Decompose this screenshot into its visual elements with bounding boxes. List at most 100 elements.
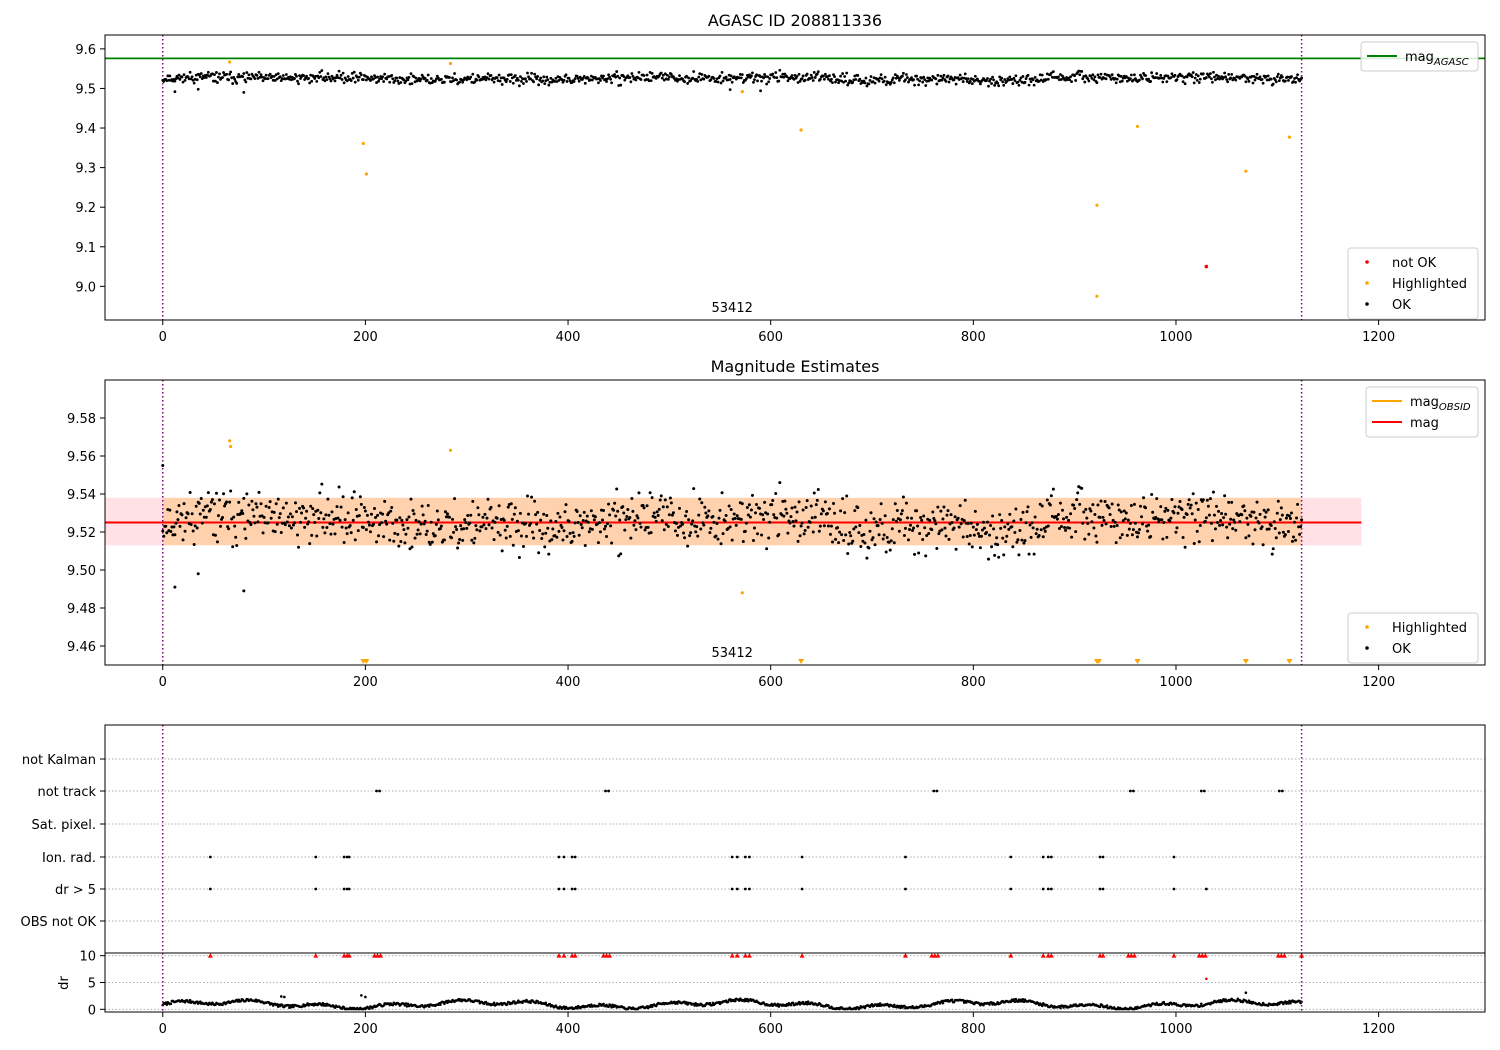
p1-ok-point <box>1266 74 1270 78</box>
p1-ok-point <box>1068 78 1071 82</box>
p2-ok-point <box>221 515 225 519</box>
p2-ok-point <box>229 489 233 493</box>
p1-ok-point <box>863 81 867 85</box>
p3-dr-point <box>827 1004 830 1007</box>
p2-ok-point <box>1110 502 1114 506</box>
p2-ok-point <box>527 512 531 516</box>
p1-ok-point <box>162 80 166 83</box>
p1-ok-point <box>892 81 896 85</box>
p1-ok-point <box>845 71 849 75</box>
p3-dr-clipped-marker <box>607 953 613 958</box>
p1-ok-point <box>536 75 540 78</box>
p1-ok-point <box>278 75 282 79</box>
p2-ok-point <box>670 513 674 517</box>
p1-ok-point <box>954 82 958 86</box>
p2-ok-point <box>671 511 675 515</box>
p2-ok-point <box>235 543 239 547</box>
p3-flag-point <box>1049 855 1053 859</box>
p2-ok-point <box>697 513 701 517</box>
p2-ok-point <box>535 522 539 526</box>
p2-ok-point <box>495 516 499 520</box>
p2-ok-point <box>161 464 165 467</box>
p2-ok-point <box>1122 509 1126 513</box>
p2-ok-point <box>865 556 869 560</box>
p3-dr-point <box>391 1003 395 1007</box>
p1-ok-point <box>372 77 375 81</box>
p3-dr-point <box>1098 1005 1102 1009</box>
p1-ok-point <box>1003 78 1007 81</box>
p2-ok-point <box>328 522 332 526</box>
p2-ok-point <box>413 536 417 540</box>
p1-ok-point <box>650 71 654 75</box>
p1-ok-point <box>567 76 571 80</box>
p2-ok-point <box>837 541 841 545</box>
p2-ok-point <box>513 506 517 510</box>
p2-ok-point <box>1270 552 1274 556</box>
p1-ok-point <box>721 79 725 83</box>
p1-ok-point <box>296 79 299 83</box>
p2-ok-point <box>625 515 629 519</box>
p1-ok-point <box>600 74 603 78</box>
p2-ok-point <box>502 518 506 522</box>
p3-dr-point <box>589 1005 592 1008</box>
p1-ok-point <box>964 77 968 81</box>
p1-ok-point <box>355 75 359 79</box>
p2-ok-point <box>561 538 565 542</box>
p3-flag-point <box>1009 855 1013 859</box>
p3-dr-point <box>607 1005 610 1008</box>
p1-ok-point <box>305 74 309 78</box>
p3-flag-point <box>1172 887 1176 891</box>
p2-ok-point <box>945 513 949 517</box>
p3-flag-point <box>1280 789 1284 793</box>
p3-dr-clipped-marker <box>1040 953 1046 958</box>
p2-ok-point <box>406 526 410 530</box>
p2-ok-point <box>958 504 962 508</box>
p2-ok-point <box>1051 487 1055 491</box>
p1-ok-point <box>985 79 988 83</box>
p2-ok-point <box>424 532 428 536</box>
p2-ok-point <box>266 521 270 525</box>
p2-ok-point <box>247 503 251 507</box>
p2-ok-point <box>478 529 482 533</box>
p1-ok-point <box>803 78 807 82</box>
p1-ok-point <box>345 79 349 83</box>
p1-ok-point <box>485 76 489 80</box>
p2-ok-point <box>178 524 182 528</box>
p2-ok-point <box>786 531 790 535</box>
p1-ok-point <box>816 70 820 74</box>
p2-ok-point <box>407 515 411 519</box>
p2-ok-point <box>649 531 653 535</box>
p2-ok-point <box>799 524 803 528</box>
p2-ok-point <box>763 500 767 504</box>
p3-dr-clipped-marker <box>378 953 384 958</box>
p1-ok-point <box>1194 73 1198 76</box>
p1-axes <box>104 34 1486 321</box>
p2-ok-point <box>1123 517 1127 521</box>
p1-ok-point <box>1252 74 1256 78</box>
p1-ok-point <box>227 78 231 82</box>
p2-ok-point <box>1059 524 1063 528</box>
p1-ok-point <box>1283 79 1287 83</box>
p2-ok-point <box>1031 526 1035 530</box>
p2-ok-point <box>461 538 465 542</box>
p2-ok-point <box>1080 486 1084 490</box>
p2-ok-point <box>1197 540 1201 544</box>
p1-ok-point <box>1005 80 1009 83</box>
p2-ok-point <box>838 530 842 534</box>
p2-ok-point <box>344 526 348 530</box>
p2-ok-point <box>986 520 990 524</box>
p2-ok-point <box>273 530 277 534</box>
p1-ok-point <box>669 73 673 76</box>
p2-ok-point <box>1155 497 1159 501</box>
p2-ok-point <box>300 511 304 515</box>
p2-ok-point <box>329 532 333 536</box>
p2-ok-point <box>356 529 360 533</box>
p1-ok-point <box>764 75 768 78</box>
p1-ok-point <box>237 72 241 76</box>
p1-ok-point <box>272 75 276 78</box>
p1-ok-point <box>310 79 314 83</box>
p2-ok-point <box>1209 521 1213 525</box>
p2-ok-point <box>592 518 596 522</box>
p2-ok-point <box>1293 520 1297 524</box>
p3-flag-point <box>557 887 561 891</box>
